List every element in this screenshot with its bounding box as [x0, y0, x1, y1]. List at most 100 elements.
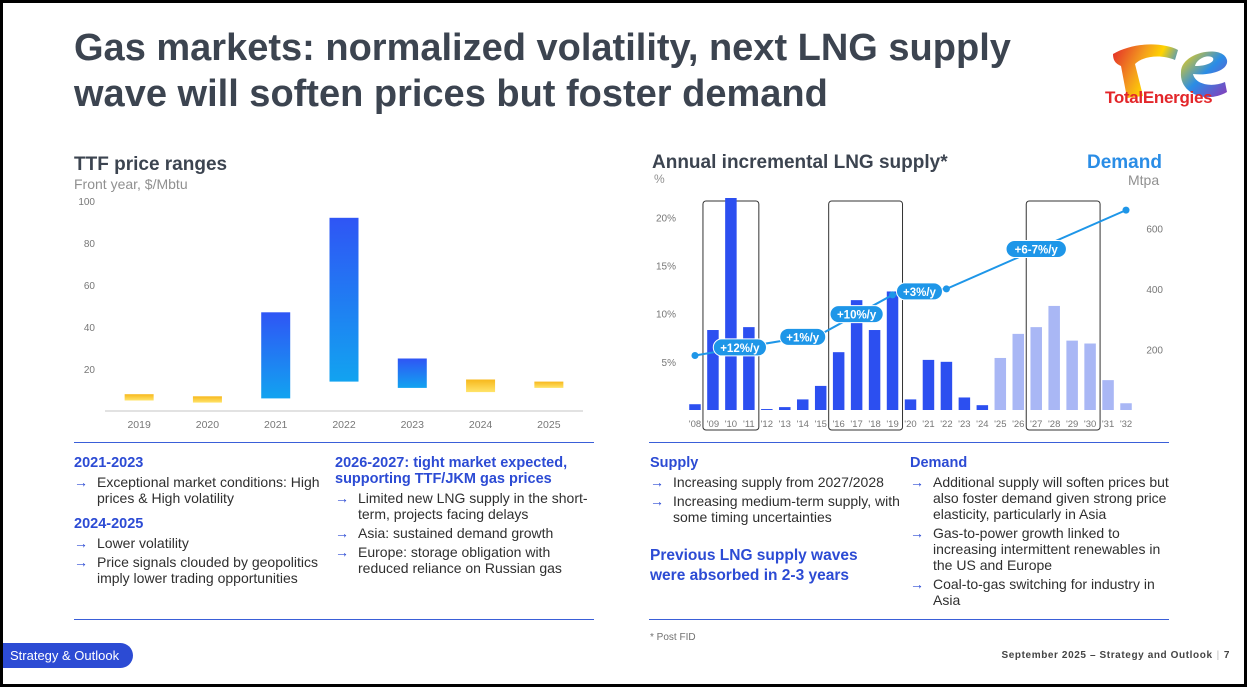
x-tick-label: '10: [725, 419, 737, 430]
arrow-right-icon: →: [910, 525, 924, 541]
arrow-right-icon: →: [650, 474, 664, 490]
arrow-right-icon: →: [74, 554, 88, 570]
x-tick-label: 2025: [537, 419, 561, 431]
x-tick-label: '26: [1012, 419, 1024, 430]
supply-bar: [832, 352, 845, 410]
y-tick-label: 60: [84, 281, 96, 292]
supply-bar: [779, 407, 791, 410]
y-left-tick-label: 5%: [662, 358, 677, 369]
ttf-price-chart: 20 40 60 80 100 2019 2020 2021 2022 2023 2024 2025: [78, 197, 583, 431]
x-tick-label: '32: [1120, 419, 1132, 430]
demand-unit: Mtpa: [1128, 172, 1160, 188]
x-tick-label: '20: [904, 419, 916, 430]
x-tick-label: '24: [976, 419, 988, 430]
growth-annotation-pill: [712, 338, 767, 357]
price-range-bar: [124, 394, 154, 401]
bullet-increasing-supply: Increasing supply from 2027/2028: [673, 474, 884, 490]
x-tick-label: '30: [1084, 419, 1096, 430]
bullet-asia-demand: Asia: sustained demand growth: [358, 525, 554, 541]
supply-bar: [725, 198, 737, 410]
demand-point: [889, 291, 897, 299]
bullet-price-signals: Price signals clouded by geopolitics imp…: [97, 554, 319, 586]
arrow-right-icon: →: [335, 525, 349, 541]
text-col-2021-2025: 2021-2023 → Exceptional market conditions…: [74, 455, 324, 589]
y-right-tick-label: 600: [1146, 224, 1163, 235]
growth-annotation-pill: [895, 282, 943, 301]
supply-bar: [868, 330, 881, 410]
price-range-bar: [534, 381, 564, 388]
x-tick-label: 2019: [127, 419, 151, 431]
arrow-right-icon: →: [74, 535, 88, 551]
y-tick-label: 20: [84, 365, 96, 376]
x-tick-label: '29: [1066, 419, 1078, 430]
supply-waves-callout: Previous LNG supply waves were absorbed …: [650, 547, 858, 584]
supply-bar: [1030, 327, 1042, 410]
supply-bar: [904, 399, 917, 410]
y-tick-label: 80: [84, 239, 96, 250]
logo-text: TotalEnergies: [1105, 88, 1213, 107]
highlight-box: [828, 200, 904, 431]
x-tick-label: '27: [1030, 419, 1042, 430]
heading-2024-2025: 2024-2025: [74, 516, 144, 532]
supply-bar: [796, 399, 809, 410]
x-tick-label: '28: [1048, 419, 1060, 430]
demand-point: [1122, 206, 1130, 214]
growth-annotation-label: +10%/y: [837, 310, 877, 322]
x-tick-label: 2022: [332, 419, 356, 431]
growth-annotation-label: +6-7%/y: [1015, 244, 1059, 256]
heading-2026-2027: 2026-2027: tight market expected, suppor…: [335, 455, 568, 487]
supply-bar: [1066, 340, 1078, 410]
supply-bar: [976, 405, 989, 410]
growth-annotation-pill: [1005, 239, 1067, 258]
bullet-medium-term: Increasing medium-term supply, with some…: [673, 493, 900, 525]
slide-title: Gas markets: normalized volatility, next…: [74, 27, 1011, 115]
ttf-chart-title: TTF price ranges: [74, 154, 228, 175]
demand-title: Demand: [1087, 152, 1162, 173]
x-tick-label: '19: [886, 419, 898, 430]
arrow-right-icon: →: [74, 474, 88, 490]
bullet-europe-storage: Europe: storage obligation with reduced …: [358, 544, 562, 576]
supply-bar: [707, 330, 719, 410]
slide: { "title": "Gas markets: normalized vola…: [3, 3, 1244, 684]
x-tick-label: '25: [994, 419, 1006, 430]
section-pill: Strategy & Outlook: [3, 643, 133, 668]
x-tick-label: '23: [958, 419, 970, 430]
supply-bar: [940, 361, 953, 410]
arrow-right-icon: →: [650, 493, 664, 509]
x-tick-label: '08: [689, 419, 701, 430]
price-range-bar: [261, 312, 291, 399]
divider-right-bottom: [649, 619, 1169, 620]
x-tick-label: 2020: [196, 419, 220, 431]
supply-bar: [814, 385, 827, 410]
supply-bar: [850, 300, 863, 410]
supply-bar: [1120, 403, 1132, 410]
bullet-lower-volatility: Lower volatility: [97, 535, 189, 551]
supply-bar: [1048, 305, 1060, 410]
demand-point: [942, 285, 950, 293]
price-range-bar: [329, 217, 359, 382]
bullet-gas-to-power: Gas-to-power growth linked to increasing…: [933, 525, 1161, 573]
divider-right-top: [649, 442, 1169, 443]
text-col-supply: Supply → Increasing supply from 2027/2028…: [650, 455, 900, 528]
supply-bar: [689, 404, 701, 410]
text-col-2026-2027: 2026-2027: tight market expected, suppor…: [335, 455, 593, 579]
y-tick-label: 40: [84, 323, 96, 334]
lng-chart-title: Annual incremental LNG supply*: [652, 152, 948, 173]
footer-text: September 2025 – Strategy and Outlook: [1001, 650, 1213, 661]
text-col-demand: Demand → Additional supply will soften pr…: [910, 455, 1172, 611]
arrow-right-icon: →: [910, 576, 924, 592]
lng-left-unit: %: [654, 172, 665, 186]
supply-bar: [1102, 380, 1114, 410]
x-tick-label: 2023: [401, 419, 425, 431]
footer: September 2025 – Strategy and Outlook | 7: [1001, 650, 1230, 661]
y-right-tick-label: 400: [1146, 285, 1163, 296]
bullet-coal-to-gas: Coal-to-gas switching for industry in As…: [933, 576, 1155, 608]
price-range-bar: [192, 396, 222, 403]
growth-annotation-pill: [779, 327, 827, 346]
arrow-right-icon: →: [910, 474, 924, 490]
x-tick-label: '31: [1102, 419, 1114, 430]
x-tick-label: '17: [850, 419, 862, 430]
totalenergies-logo-icon: [1113, 44, 1228, 98]
arrow-right-icon: →: [335, 544, 349, 560]
highlight-box: [1025, 200, 1101, 431]
